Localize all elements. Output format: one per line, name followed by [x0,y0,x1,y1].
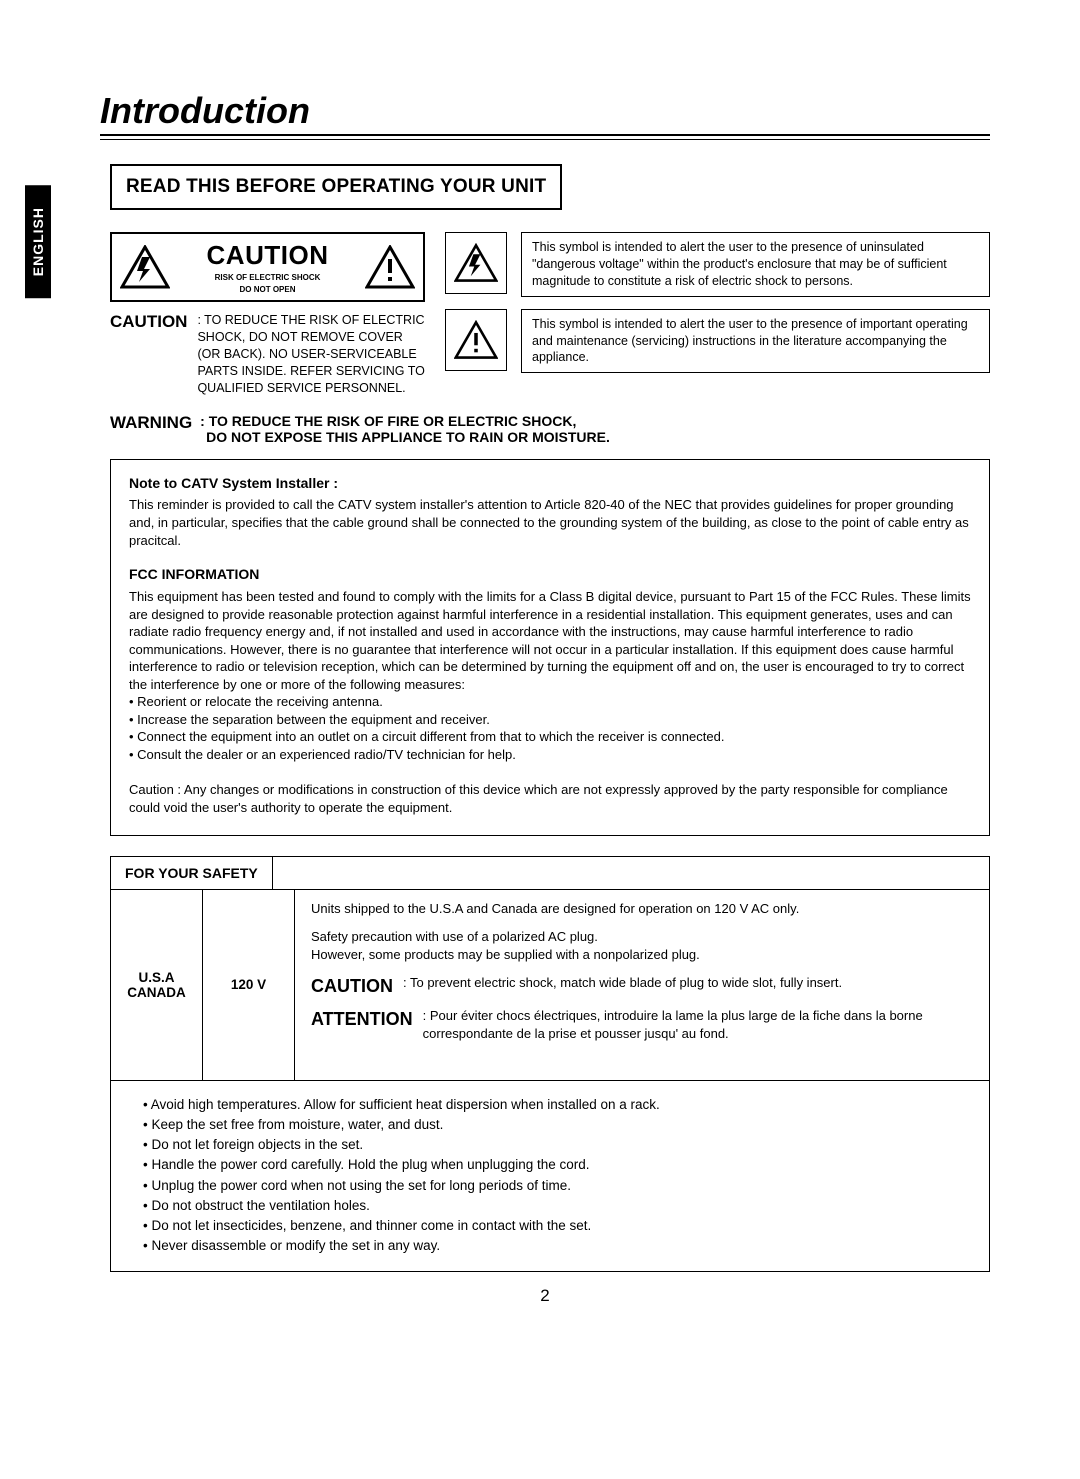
safety-bullet: Do not let foreign objects in the set. [143,1135,971,1155]
page: Introduction READ THIS BEFORE OPERATING … [0,0,1080,1346]
warning-label: WARNING [110,413,192,445]
fcc-bullet: Reorient or relocate the receiving anten… [129,693,971,711]
fcc-bullet: Connect the equipment into an outlet on … [129,728,971,746]
safety-p2: Safety precaution with use of a polarize… [311,928,973,964]
caution-plate-center: CAUTION RISK OF ELECTRIC SHOCK DO NOT OP… [170,240,365,294]
symbol-text: This symbol is intended to alert the use… [521,232,990,297]
safety-voltage-cell: 120 V [203,890,295,1080]
fcc-caution-note: Caution : Any changes or modifications i… [129,781,971,816]
safety-attention-text: : Pour éviter chocs électriques, introdu… [423,1007,973,1043]
safety-bullet-list: Avoid high temperatures. Allow for suffi… [143,1095,971,1257]
caution-plate-sub2: DO NOT OPEN [170,285,365,295]
fcc-bullet: Consult the dealer or an experienced rad… [129,746,971,764]
page-number: 2 [100,1286,990,1306]
symbol-text: This symbol is intended to alert the use… [521,309,990,374]
safety-bullets: Avoid high temperatures. Allow for suffi… [111,1080,989,1271]
safety-bullet: Unplug the power cord when not using the… [143,1176,971,1196]
safety-attention-label: ATTENTION [311,1007,413,1043]
exclamation-icon [454,320,498,360]
safety-caution-text: : To prevent electric shock, match wide … [403,974,842,999]
exclamation-icon [365,245,415,289]
symbol-icon-box [445,309,507,371]
safety-header-spacer [273,857,989,889]
fcc-title: FCC INFORMATION [129,565,971,584]
caution-description: CAUTION : TO REDUCE THE RISK OF ELECTRIC… [110,312,425,396]
section-title: Introduction [100,90,990,136]
safety-box: FOR YOUR SAFETY U.S.A CANADA 120 V Units… [110,856,990,1272]
warning-text: : TO REDUCE THE RISK OF FIRE OR ELECTRIC… [200,413,610,445]
symbol-column: This symbol is intended to alert the use… [445,232,990,397]
fcc-bullet: Increase the separation between the equi… [129,711,971,729]
safety-bullet: Keep the set free from moisture, water, … [143,1115,971,1135]
safety-bullet: Never disassemble or modify the set in a… [143,1236,971,1256]
safety-bullet: Avoid high temperatures. Allow for suffi… [143,1095,971,1115]
caution-desc-label: CAUTION [110,312,187,396]
catv-title: Note to CATV System Installer : [129,474,971,493]
caution-plate-sub1: RISK OF ELECTRIC SHOCK [170,273,365,283]
symbol-row: This symbol is intended to alert the use… [445,232,990,297]
symbol-icon-box [445,232,507,294]
caution-symbol-grid: CAUTION RISK OF ELECTRIC SHOCK DO NOT OP… [110,232,990,397]
caution-desc-text: : TO REDUCE THE RISK OF ELECTRIC SHOCK, … [197,312,425,396]
safety-main-cell: Units shipped to the U.S.A and Canada ar… [295,890,989,1080]
read-before-box: READ THIS BEFORE OPERATING YOUR UNIT [110,164,562,210]
note-fcc-box: Note to CATV System Installer : This rem… [110,459,990,836]
safety-attention-row: ATTENTION : Pour éviter chocs électrique… [311,1007,973,1043]
safety-header: FOR YOUR SAFETY [111,857,989,890]
safety-caution-label: CAUTION [311,974,393,999]
lightning-icon [120,245,170,289]
caution-plate-word: CAUTION [170,240,365,271]
safety-header-label: FOR YOUR SAFETY [111,857,273,889]
symbol-row: This symbol is intended to alert the use… [445,309,990,374]
caution-plate: CAUTION RISK OF ELECTRIC SHOCK DO NOT OP… [110,232,425,302]
safety-region-cell: U.S.A CANADA [111,890,203,1080]
safety-bullet: Do not let insecticides, benzene, and th… [143,1216,971,1236]
safety-bullet: Handle the power cord carefully. Hold th… [143,1155,971,1175]
lightning-icon [454,243,498,283]
catv-text: This reminder is provided to call the CA… [129,496,971,549]
safety-p1: Units shipped to the U.S.A and Canada ar… [311,900,973,918]
safety-caution-row: CAUTION : To prevent electric shock, mat… [311,974,973,999]
safety-bullet: Do not obstruct the ventilation holes. [143,1196,971,1216]
fcc-text: This equipment has been tested and found… [129,588,971,693]
caution-left-column: CAUTION RISK OF ELECTRIC SHOCK DO NOT OP… [110,232,425,397]
safety-row: U.S.A CANADA 120 V Units shipped to the … [111,890,989,1080]
fcc-bullet-list: Reorient or relocate the receiving anten… [129,693,971,763]
warning-line: WARNING : TO REDUCE THE RISK OF FIRE OR … [110,413,990,445]
warning-line2: DO NOT EXPOSE THIS APPLIANCE TO RAIN OR … [206,429,610,445]
warning-line1: : TO REDUCE THE RISK OF FIRE OR ELECTRIC… [200,413,576,429]
